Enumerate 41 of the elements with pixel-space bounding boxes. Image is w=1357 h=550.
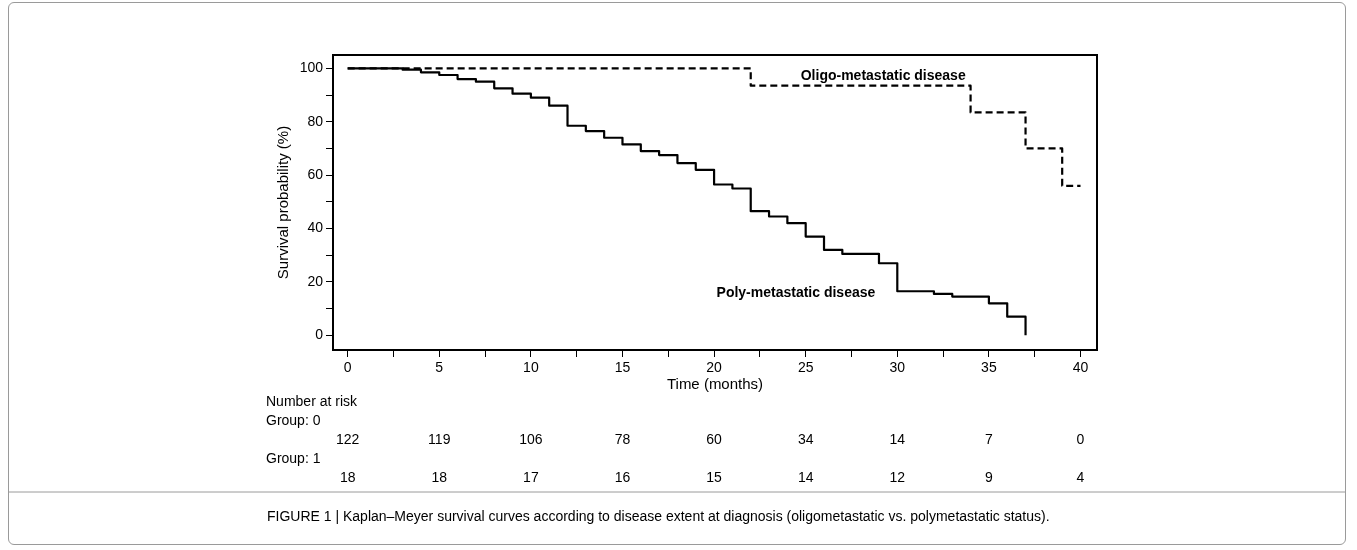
series-label: Oligo-metastatic disease — [800, 66, 966, 83]
text: 34 — [797, 430, 814, 447]
text: 60 — [706, 430, 723, 447]
text: 18 — [431, 468, 448, 485]
y-tick-label: 20 — [307, 272, 324, 289]
x-tick-label: 15 — [614, 359, 631, 376]
y-tick-label: 40 — [307, 219, 324, 236]
y-tick-label: 60 — [307, 166, 324, 182]
text: Number at risk — [266, 392, 359, 409]
x-axis-title: Time (months) — [666, 375, 764, 393]
text: 12 — [889, 468, 906, 485]
x-tick-label: 40 — [1072, 359, 1089, 376]
y-axis-title: Survival probability (%) — [274, 125, 292, 280]
text: Group: 1 — [266, 449, 321, 466]
text: 15 — [706, 468, 723, 485]
caption: FIGURE 1 | Kaplan–Meyer survival curves according to disease extent at diagnosis (oligometastatic vs. polymetastatic status). — [267, 507, 1050, 524]
x-tick-label: 20 — [706, 359, 723, 376]
x-tick-label: 10 — [523, 359, 539, 376]
series-label: Poly-metastatic disease — [716, 284, 876, 301]
x-tick-label: 25 — [797, 359, 814, 376]
text: 16 — [614, 468, 631, 485]
text: 18 — [339, 468, 356, 485]
text: 106 — [519, 430, 543, 447]
text: 4 — [1076, 468, 1085, 485]
text: 78 — [614, 430, 631, 447]
text: 14 — [889, 430, 906, 447]
x-tick-label: 30 — [889, 359, 906, 376]
x-tick-label: 35 — [981, 359, 997, 376]
text: 122 — [335, 430, 360, 447]
y-tick-label: 100 — [299, 59, 324, 76]
text: 119 — [428, 430, 451, 447]
text: Group: 0 — [266, 411, 321, 428]
x-tick-label: 0 — [343, 359, 352, 376]
text: 7 — [985, 430, 994, 447]
text: 0 — [1076, 430, 1085, 447]
y-tick-label: 0 — [315, 326, 324, 343]
text: 14 — [797, 468, 814, 485]
text: 17 — [523, 468, 539, 485]
x-tick-label: 5 — [435, 359, 444, 376]
y-tick-label: 80 — [307, 112, 324, 129]
text: 9 — [985, 468, 994, 485]
